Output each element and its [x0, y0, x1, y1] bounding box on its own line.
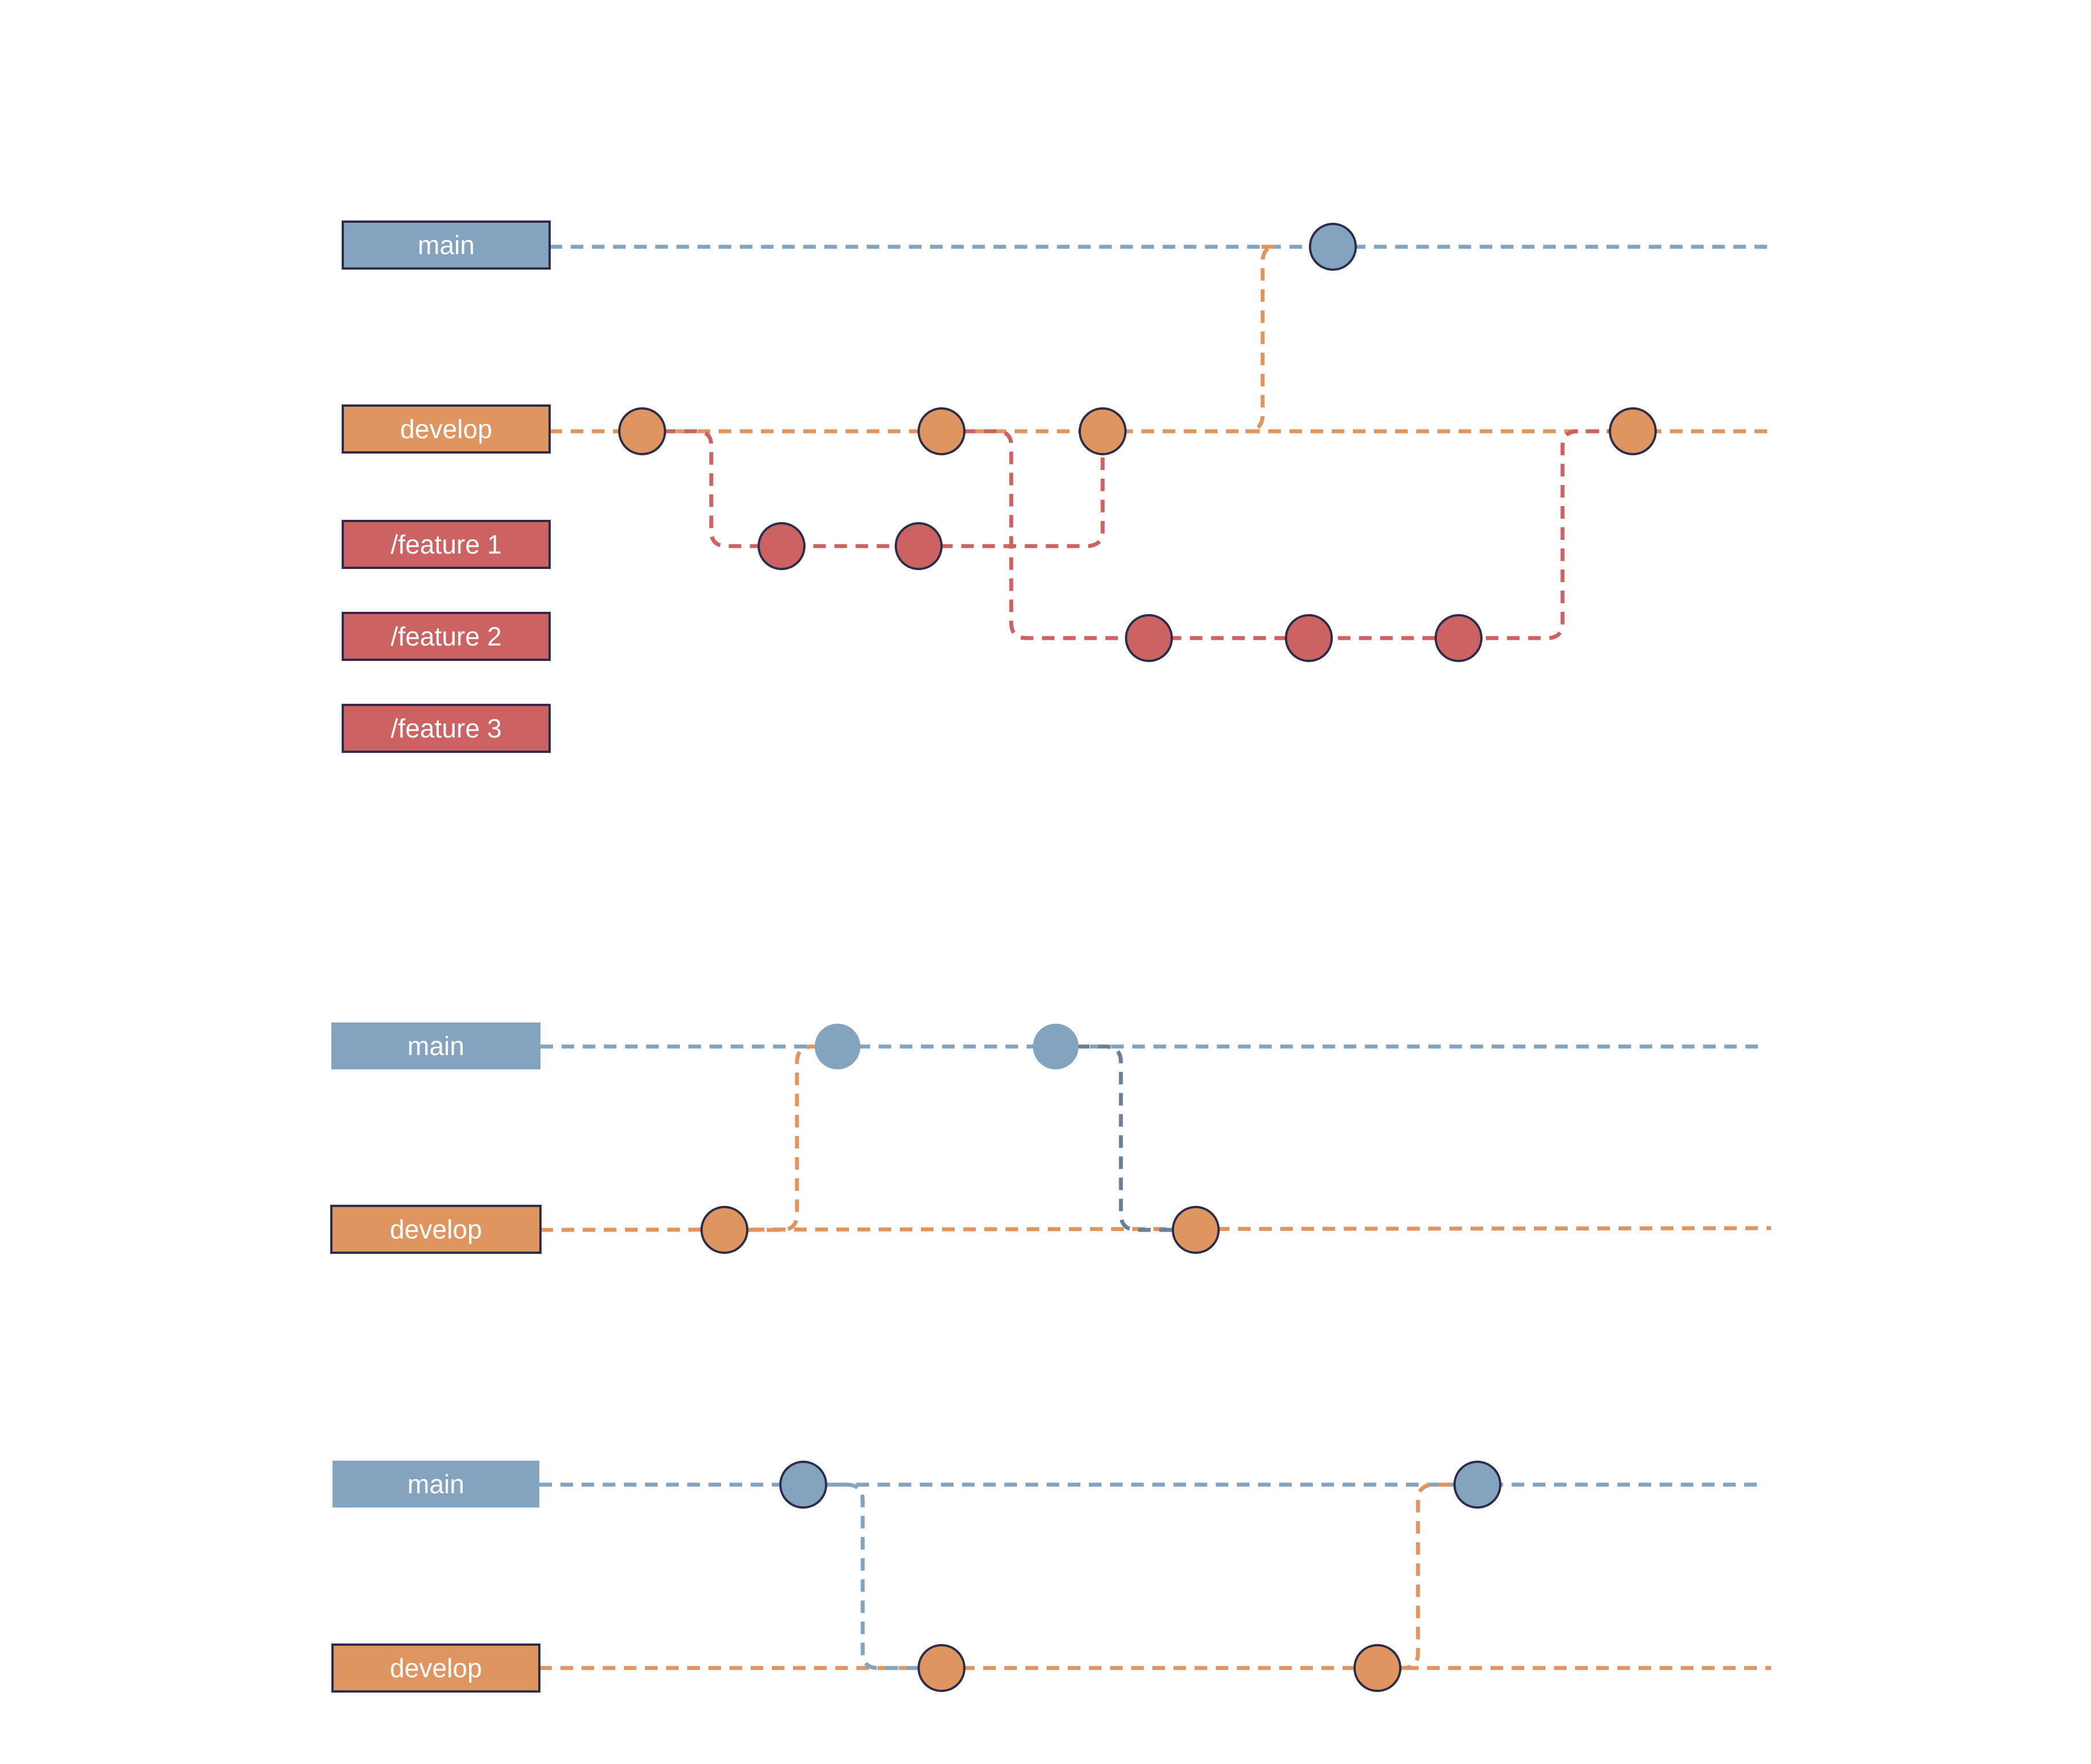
branch-connector-line	[642, 429, 1105, 548]
commit-node-develop[interactable]	[1172, 1206, 1220, 1254]
commit-node-main[interactable]	[1033, 1024, 1079, 1069]
branch-label-feature-1-text: /feature 1	[391, 530, 502, 559]
branch-label-main: main	[331, 1023, 540, 1069]
branch-label-main-box	[333, 1461, 539, 1508]
branch-label-feature-1-box	[342, 520, 551, 569]
branch-label-develop-text: develop	[400, 414, 492, 444]
commit-node-develop[interactable]	[1353, 1644, 1401, 1692]
branch-connector-line	[540, 1226, 1772, 1232]
branch-label-feature-3-text: /feature 3	[391, 713, 502, 743]
branch-label-develop-box	[331, 1643, 540, 1693]
branch-label-main-text: main	[418, 230, 475, 260]
commit-node-main[interactable]	[779, 1461, 827, 1509]
branch-label-feature-3-box	[342, 704, 551, 753]
branch-label-develop-box	[342, 404, 551, 454]
commit-node-feature-2[interactable]	[1285, 614, 1333, 662]
branch-label-feature-2-box	[342, 612, 551, 661]
branch-label-develop: develop	[331, 1643, 540, 1693]
commit-node-feature-2[interactable]	[1125, 614, 1173, 662]
branch-connector-line	[724, 1044, 838, 1232]
commit-node-main[interactable]	[1309, 223, 1357, 271]
diagram-main-develop-sync-b: main develop	[331, 1461, 1771, 1693]
commit-node-develop[interactable]	[700, 1206, 748, 1254]
branch-label-develop-box	[330, 1205, 542, 1254]
branch-label-main: main	[333, 1461, 539, 1508]
branch-connector-line	[803, 1482, 942, 1670]
branch-label-feature-2: /feature 2	[342, 612, 551, 661]
branch-connector-line	[1377, 1482, 1477, 1670]
commit-node-main[interactable]	[815, 1024, 860, 1069]
branch-label-develop: develop	[330, 1205, 542, 1254]
branch-connector-line	[1056, 1044, 1196, 1232]
branch-label-feature-2-text: /feature 2	[391, 622, 502, 651]
commit-node-feature-1[interactable]	[895, 522, 943, 570]
commit-node-main[interactable]	[1453, 1461, 1501, 1509]
branch-label-feature-1: /feature 1	[342, 520, 551, 569]
branch-connector-line	[942, 429, 1633, 640]
diagram-gitflow-features: main develop/feature 1/feature 2/feature …	[342, 220, 1771, 753]
commit-node-develop[interactable]	[1079, 407, 1127, 455]
commit-node-develop[interactable]	[1609, 407, 1657, 455]
branch-label-main-text: main	[407, 1469, 464, 1499]
diagram-main-develop-sync-a: main develop	[330, 1023, 1772, 1254]
branch-label-develop-text: develop	[390, 1214, 482, 1244]
branch-connector-line	[1245, 244, 1276, 434]
commit-node-develop[interactable]	[918, 407, 966, 455]
branch-label-develop: develop	[342, 404, 551, 454]
branch-label-main-box	[342, 220, 551, 270]
branch-label-main: main	[342, 220, 551, 270]
branch-label-main-box	[331, 1023, 540, 1069]
commit-node-feature-1[interactable]	[758, 522, 806, 570]
commit-node-feature-2[interactable]	[1435, 614, 1483, 662]
branch-label-main-text: main	[407, 1031, 464, 1061]
commit-node-develop[interactable]	[618, 407, 666, 455]
commit-node-develop[interactable]	[918, 1644, 966, 1692]
branch-label-feature-3: /feature 3	[342, 704, 551, 753]
branch-label-develop-text: develop	[390, 1653, 482, 1683]
